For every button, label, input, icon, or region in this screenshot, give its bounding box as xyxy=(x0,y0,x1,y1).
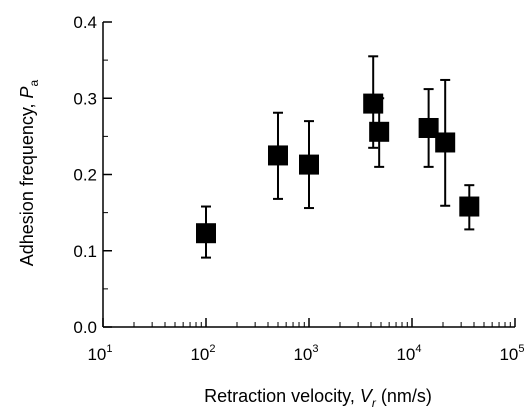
x-tick-label-base: 10 xyxy=(190,345,209,364)
data-markers xyxy=(196,93,480,244)
x-tick-label-exponent: 1 xyxy=(106,343,112,355)
y-ticks: 0.0 0.1 0.2 0.3 0.4 xyxy=(73,13,112,337)
x-tick-label-exponent: 2 xyxy=(209,343,215,355)
x-tick-label-base: 10 xyxy=(87,345,106,364)
y-tick-label: 0.3 xyxy=(73,89,97,108)
data-point-marker xyxy=(196,223,216,244)
y-tick-label: 0.0 xyxy=(73,318,97,337)
data-point-marker xyxy=(369,121,390,142)
x-major-ticks: 101 102 103 104 105 xyxy=(87,318,525,364)
x-tick-label-exponent: 5 xyxy=(518,343,524,355)
y-axis-title-prefix: Adhesion frequency, xyxy=(17,98,37,266)
x-tick-label-exponent: 4 xyxy=(415,343,421,355)
x-tick-label: 103 xyxy=(293,343,318,364)
x-axis-title: Retraction velocity, Vr (nm/s) xyxy=(204,386,432,410)
x-tick-label: 105 xyxy=(499,343,524,364)
y-axis-title-subscript: a xyxy=(27,79,41,86)
x-tick-label: 104 xyxy=(396,343,421,364)
x-tick-label-exponent: 3 xyxy=(312,343,318,355)
y-tick-label: 0.4 xyxy=(73,13,97,32)
x-minor-ticks xyxy=(133,322,511,327)
x-tick-label-base: 10 xyxy=(499,345,518,364)
data-point-marker xyxy=(299,154,319,175)
x-tick-label: 101 xyxy=(87,343,112,364)
x-tick-label-base: 10 xyxy=(293,345,312,364)
x-tick-label: 102 xyxy=(190,343,215,364)
plot-area: 101 102 103 104 105 0.00.10.20.30.4 xyxy=(73,13,524,364)
y-axis-title-symbol: P xyxy=(17,86,37,98)
x-axis-title-prefix: Retraction velocity, xyxy=(204,386,360,406)
y-tick-label: 0.2 xyxy=(73,166,97,185)
x-axis-title-unit: (nm/s) xyxy=(376,386,432,406)
x-axis-title-subscript: r xyxy=(372,396,377,410)
data-point-marker xyxy=(363,93,384,114)
data-point-marker xyxy=(267,145,288,166)
error-bars xyxy=(201,55,475,259)
x-axis-title-symbol: V xyxy=(360,386,374,406)
data-point-marker xyxy=(418,117,439,138)
data-point-marker xyxy=(459,196,480,217)
y-tick-label: 0.1 xyxy=(73,242,97,261)
y-axis-title: Adhesion frequency, Pa xyxy=(17,79,41,266)
x-tick-label-base: 10 xyxy=(396,345,415,364)
data-point-marker xyxy=(435,132,456,153)
